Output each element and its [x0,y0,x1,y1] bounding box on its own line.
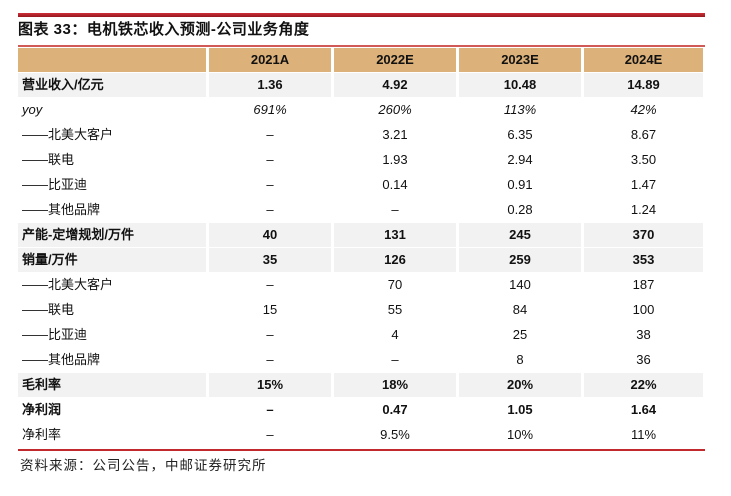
row-label-cell: ——联电 [22,152,75,167]
value-cell: – [266,327,274,342]
value-cell: – [266,177,274,192]
row-label-cell: 净利率 [22,427,62,442]
value-cell: 8.67 [630,127,657,142]
value-cell: 38 [636,327,651,342]
source-note: 资料来源：公司公告，中邮证券研究所 [20,458,267,473]
row-label-cell: ——其他品牌 [22,352,101,367]
header-cell-year: 2022E [334,48,456,72]
value-cell: 0.47 [382,402,408,417]
value-cell: 4.92 [334,73,456,97]
value-cell: 3.50 [630,152,657,167]
value-cell: 18% [334,373,456,397]
value-cell: 1.36 [209,73,331,97]
value-cell: 4 [391,327,399,342]
value-cell: 2.94 [507,152,533,167]
value-cell: – [266,202,274,217]
header-cell-year: 2023E [459,48,581,72]
value-cell: 1.64 [630,402,657,417]
value-cell: – [391,352,399,367]
value-cell: 260% [378,102,412,117]
value-cell: 353 [584,248,703,272]
value-cell: 15 [262,302,278,317]
value-cell: 3.21 [382,127,408,142]
top-rule [18,13,705,17]
value-cell: – [266,152,274,167]
value-cell: 15% [209,373,331,397]
row-label-cell: ——比亚迪 [22,177,88,192]
row-label-cell: ——其他品牌 [22,202,101,217]
value-cell: 20% [459,373,581,397]
value-cell: 259 [459,248,581,272]
value-cell: 1.47 [630,177,657,192]
value-cell: 0.91 [507,177,533,192]
value-cell: – [266,352,274,367]
value-cell: 84 [512,302,528,317]
row-label-cell: 销量/万件 [18,248,206,272]
row-label-cell: yoy [22,102,43,117]
value-cell: 36 [636,352,651,367]
value-cell: – [391,202,399,217]
value-cell: 1.93 [382,152,408,167]
value-cell: 245 [459,223,581,247]
header-cell-year: 2024E [584,48,703,72]
value-cell: 0.28 [507,202,533,217]
forecast-table: 2021A 2022E 2023E 2024E 营业收入/亿元 1.36 4.92 10.48… [18,48,703,447]
header-cell-year: 2021A [209,48,331,72]
value-cell: 1.05 [507,402,533,417]
value-cell: 40 [209,223,331,247]
value-cell: – [266,427,274,442]
title-rule [18,44,705,47]
value-cell: – [266,127,274,142]
value-cell: 370 [584,223,703,247]
value-cell: 25 [512,327,528,342]
value-cell: 6.35 [507,127,533,142]
value-cell: 0.14 [382,177,408,192]
row-label-cell: 产能-定增规划/万件 [18,223,206,247]
value-cell: 10% [506,427,534,442]
value-cell: 55 [387,302,403,317]
value-cell: 140 [509,277,531,292]
value-cell: 14.89 [584,73,703,97]
row-label-cell: ——比亚迪 [22,327,88,342]
row-label-cell: 毛利率 [18,373,206,397]
row-label-cell: ——北美大客户 [22,277,114,292]
value-cell: – [266,277,274,292]
value-cell: 22% [584,373,703,397]
bottom-rule [18,449,705,451]
value-cell: 691% [253,102,287,117]
value-cell: 100 [632,302,655,317]
row-label-cell: 营业收入/亿元 [18,73,206,97]
value-cell: 126 [334,248,456,272]
value-cell: 42% [630,102,657,117]
value-cell: 131 [334,223,456,247]
value-cell: 9.5% [380,427,410,442]
figure-title: 图表 33：电机铁芯收入预测-公司业务角度 [18,21,310,38]
row-label-cell: 净利润 [22,402,62,417]
row-label-cell: ——联电 [22,302,75,317]
value-cell: 11% [630,427,657,442]
value-cell: 8 [516,352,524,367]
value-cell: 35 [209,248,331,272]
row-label-cell: ——北美大客户 [22,127,114,142]
value-cell: 1.24 [630,202,657,217]
value-cell: 70 [387,277,403,292]
value-cell: 113% [503,102,537,117]
value-cell: 10.48 [459,73,581,97]
header-cell-empty [18,48,206,72]
value-cell: – [266,402,274,417]
value-cell: 187 [632,277,655,292]
